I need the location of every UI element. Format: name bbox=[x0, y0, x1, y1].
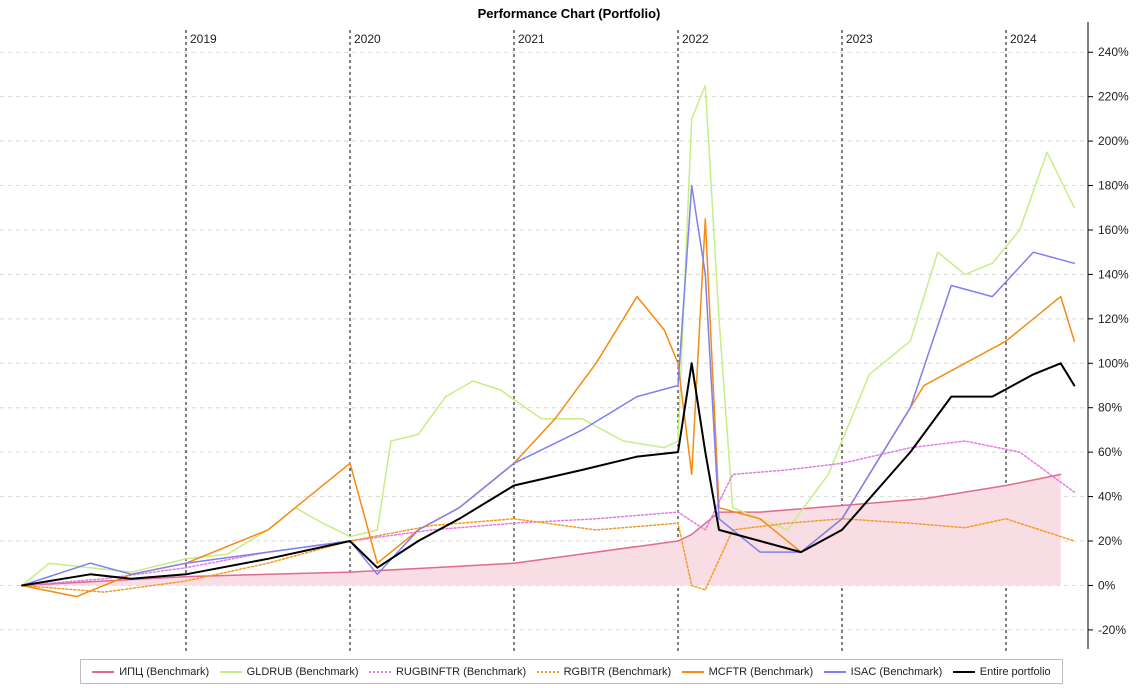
series-layer bbox=[21, 84, 1076, 598]
y-tick-label: 40% bbox=[1098, 490, 1122, 504]
legend-swatch bbox=[681, 670, 704, 673]
y-tick-label: 100% bbox=[1098, 356, 1129, 370]
y-tick-label: -20% bbox=[1098, 623, 1126, 637]
legend-item-1[interactable]: GLDRUB (Benchmark) bbox=[219, 665, 359, 678]
y-tick-label: 220% bbox=[1098, 90, 1129, 104]
series-area-0 bbox=[22, 474, 1061, 586]
legend-label: GLDRUB (Benchmark) bbox=[246, 665, 359, 678]
legend-swatch bbox=[823, 670, 846, 673]
y-tick-label: 160% bbox=[1098, 223, 1129, 237]
chart-title: Performance Chart (Portfolio) bbox=[478, 6, 661, 21]
y-tick-label: 0% bbox=[1098, 578, 1116, 592]
legend-item-2[interactable]: RUGBINFTR (Benchmark) bbox=[368, 665, 527, 678]
legend: ИПЦ (Benchmark) GLDRUB (Benchmark) RUGBINF… bbox=[80, 659, 1063, 684]
y-tick-label: 120% bbox=[1098, 312, 1129, 326]
y-tick-label: 60% bbox=[1098, 445, 1122, 459]
legend-label: RUGBINFTR (Benchmark) bbox=[395, 665, 527, 678]
legend-label: RGBITR (Benchmark) bbox=[563, 665, 672, 678]
legend-swatch bbox=[219, 670, 242, 673]
year-label: 2021 bbox=[518, 32, 545, 46]
legend-label: ISAC (Benchmark) bbox=[850, 665, 943, 678]
series-line-2 bbox=[21, 440, 1076, 587]
legend-label: Entire portfolio bbox=[979, 665, 1051, 678]
series-line-0 bbox=[21, 473, 1062, 587]
y-tick-label: 20% bbox=[1098, 534, 1122, 548]
y-axis: -20% 0% 20% 40% 60% 80% 100% 120% 140% 160% 180% 20… bbox=[1087, 22, 1129, 649]
legend-label: MCFTR (Benchmark) bbox=[708, 665, 814, 678]
y-tick-label: 80% bbox=[1098, 401, 1122, 415]
year-label: 2019 bbox=[190, 32, 217, 46]
legend-swatch bbox=[92, 670, 115, 673]
legend-label: ИПЦ (Benchmark) bbox=[119, 665, 210, 678]
series-line-1 bbox=[21, 84, 1076, 587]
year-label: 2023 bbox=[846, 32, 873, 46]
legend-item-5[interactable]: ISAC (Benchmark) bbox=[823, 665, 943, 678]
y-tick-label: 240% bbox=[1098, 45, 1129, 59]
legend-item-0[interactable]: ИПЦ (Benchmark) bbox=[92, 666, 209, 678]
series-line-5 bbox=[21, 184, 1076, 587]
year-label: 2024 bbox=[1010, 32, 1037, 46]
legend-item-6[interactable]: Entire portfolio bbox=[952, 665, 1051, 678]
series-line-3 bbox=[21, 518, 1076, 593]
y-tick-label: 140% bbox=[1098, 267, 1129, 281]
y-tick-label: 200% bbox=[1098, 134, 1129, 148]
legend-swatch bbox=[368, 670, 391, 673]
legend-item-3[interactable]: RGBITR (Benchmark) bbox=[536, 665, 672, 678]
series-line-6 bbox=[21, 362, 1076, 587]
year-label: 2022 bbox=[682, 32, 709, 46]
legend-swatch bbox=[536, 670, 559, 673]
legend-item-4[interactable]: MCFTR (Benchmark) bbox=[681, 665, 814, 678]
legend-swatch bbox=[952, 670, 975, 673]
y-tick-label: 180% bbox=[1098, 179, 1129, 193]
year-label: 2020 bbox=[354, 32, 381, 46]
